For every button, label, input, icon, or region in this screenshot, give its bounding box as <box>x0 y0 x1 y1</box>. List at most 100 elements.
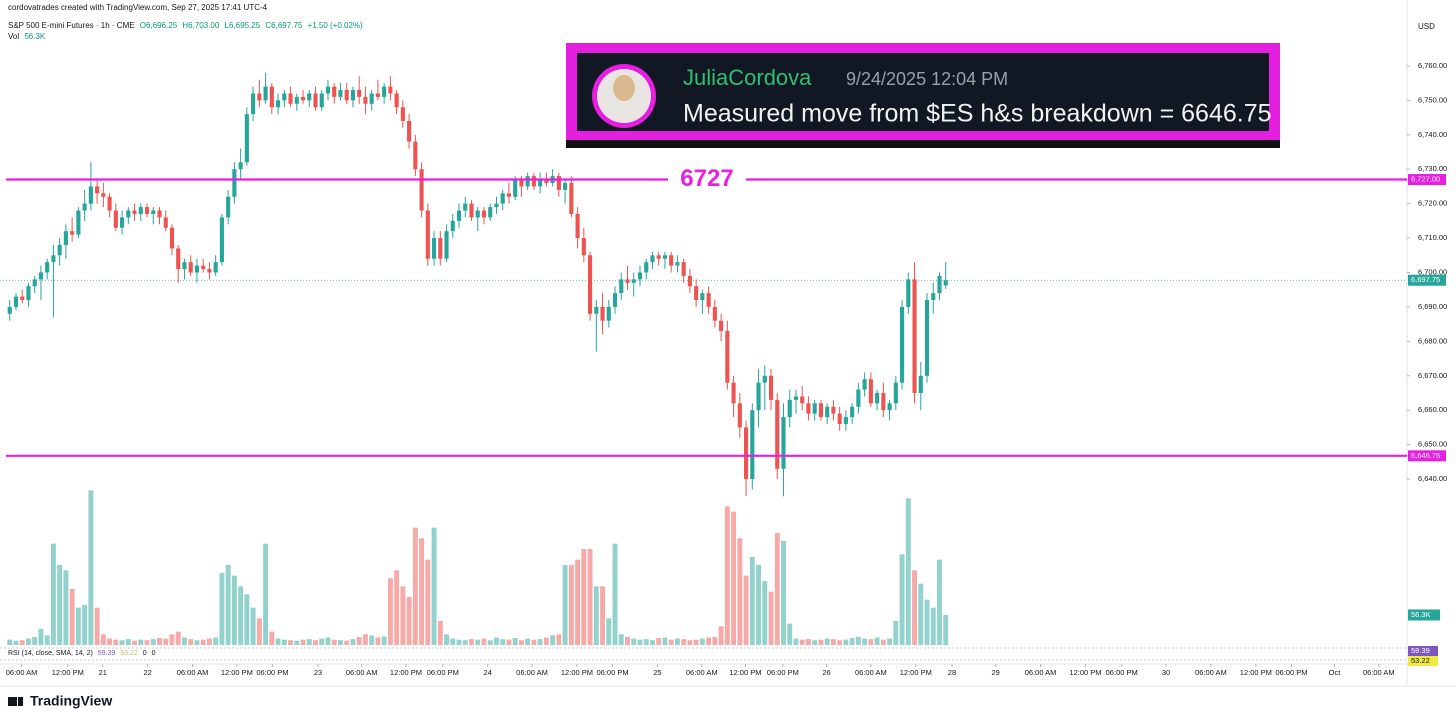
volume-bar <box>612 543 618 645</box>
candle-body <box>113 210 118 228</box>
volume-bar <box>356 637 362 645</box>
volume-bar <box>874 637 880 645</box>
candle-body <box>407 121 412 142</box>
candle-body <box>282 93 287 101</box>
x-tick-label: 12:00 PM <box>52 668 84 677</box>
volume-bar <box>231 575 237 645</box>
candle-body <box>244 114 249 163</box>
candle-body <box>481 210 487 218</box>
ohlc-open: O6,696.25 <box>139 21 178 30</box>
candle-body <box>687 275 692 287</box>
candle-body <box>101 193 106 197</box>
candle-body <box>194 265 200 273</box>
candle-body <box>762 375 767 383</box>
candle-body <box>544 179 549 183</box>
volume-bar <box>375 637 381 645</box>
volume-bar <box>119 640 125 645</box>
candle-body <box>875 392 880 404</box>
volume-bar <box>200 639 206 645</box>
candle-body <box>413 141 418 170</box>
volume-bar <box>518 640 524 645</box>
volume-bar <box>456 639 462 645</box>
candle-body <box>581 238 586 256</box>
candle-body <box>750 410 755 480</box>
rsi-badge <box>1408 646 1438 656</box>
candle-body <box>893 382 898 404</box>
volume-bar <box>225 565 231 645</box>
volume-value: 56.3K <box>24 32 46 41</box>
volume-bar <box>806 639 811 645</box>
candle-body <box>850 406 855 418</box>
x-tick-label: 22 <box>143 668 151 677</box>
volume-bar <box>450 638 456 645</box>
volume-bar <box>587 549 593 645</box>
candle-body <box>931 293 936 301</box>
candle-body <box>775 399 780 469</box>
volume-bar <box>213 637 219 645</box>
volume-bar <box>781 541 786 645</box>
volume-bar <box>637 639 643 645</box>
volume-bar <box>824 638 830 645</box>
avatar-hair <box>613 75 635 101</box>
y-tick-label: 6,640.00 <box>1418 474 1447 483</box>
volume-bar <box>469 639 474 645</box>
volume-bar <box>625 637 630 645</box>
candle-body <box>843 417 848 424</box>
x-tick-label: 06:00 PM <box>1275 668 1307 677</box>
candle-body <box>887 403 892 411</box>
volume-bar <box>731 511 737 645</box>
ohlc-high: H6,703.00 <box>182 21 220 30</box>
candle-body <box>924 300 930 376</box>
volume-bar <box>281 639 287 645</box>
x-tick-label: 06:00 AM <box>177 668 209 677</box>
volume-bar <box>412 527 418 645</box>
candle-body <box>126 210 131 218</box>
x-tick-label: 30 <box>1162 668 1170 677</box>
candle-body <box>918 375 923 393</box>
rsi-zero: 0 <box>151 650 156 657</box>
candle-body <box>382 86 387 97</box>
credit: cordovatrades created with TradingView.c… <box>8 3 268 12</box>
volume-bar <box>437 621 443 645</box>
volume-bar <box>144 640 150 645</box>
volume-bar <box>19 640 25 645</box>
candle-body <box>825 406 830 418</box>
candle-body <box>806 403 811 414</box>
rsi-sma-badge-label: 53.22 <box>1411 656 1430 665</box>
volume-bar <box>837 640 843 645</box>
candle-body <box>182 262 187 270</box>
candle-body <box>176 248 181 270</box>
ohlc-close: C6,697.75 <box>265 21 303 30</box>
volume-bar <box>506 639 512 645</box>
volume-bar <box>568 565 574 645</box>
candle-body <box>219 217 224 263</box>
volume-bar <box>537 639 543 645</box>
volume-bar <box>13 640 19 645</box>
candle-body <box>575 213 580 239</box>
annotation-text: Measured move from $ES h&s breakdown = 6… <box>683 100 1272 128</box>
x-tick-label: 06:00 PM <box>256 668 288 677</box>
volume-bar <box>294 640 300 645</box>
volume-bar <box>843 639 849 645</box>
candle-body <box>263 86 268 101</box>
volume-bar <box>69 589 75 645</box>
volume-bar <box>444 634 450 645</box>
volume-bar <box>749 557 755 645</box>
volume-bar <box>394 570 400 645</box>
candle-body <box>294 96 299 104</box>
candle-body <box>556 176 561 190</box>
candle-body <box>781 417 786 469</box>
candle-body <box>51 255 56 263</box>
candle-body <box>818 403 823 418</box>
candle-body <box>419 169 424 211</box>
candle-body <box>388 86 393 94</box>
candle-body <box>744 427 749 480</box>
candle-body <box>725 331 730 383</box>
candle-body <box>538 179 543 187</box>
volume-bar <box>32 637 38 645</box>
rsi-sma: 53.22 <box>120 650 138 657</box>
candle-body <box>787 399 792 418</box>
x-tick-label: 06:00 AM <box>1363 668 1395 677</box>
candle-body <box>706 293 711 307</box>
